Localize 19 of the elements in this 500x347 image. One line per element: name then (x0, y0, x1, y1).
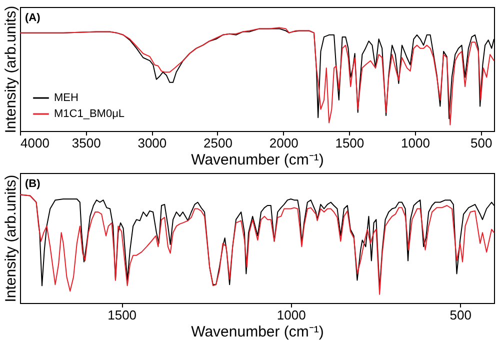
x-axis-title: Wavenumber (cm⁻¹) (191, 324, 324, 340)
x-axis-title: Wavenumber (cm⁻¹) (191, 152, 324, 168)
legend-label: M1C1_BM0μL (54, 108, 125, 120)
x-tick-label: 1000 (401, 136, 430, 150)
x-tick-label: 3000 (138, 136, 167, 150)
y-axis-title: Intensity (arb.units) (2, 174, 20, 302)
x-tick-label: 2500 (204, 136, 232, 150)
x-tick-label: 3500 (72, 136, 101, 150)
text: (B) (25, 178, 41, 190)
x-tick-label: 1500 (335, 136, 364, 150)
x-tick-label: 1500 (108, 308, 137, 322)
x-tick-label: 4000 (20, 136, 50, 150)
x-tick-label: 500 (450, 308, 472, 322)
x-tick-label: 500 (470, 136, 492, 150)
x-tick-label: 2000 (269, 136, 298, 150)
x-tick-label: 1000 (276, 308, 306, 322)
legend-label: MEH (54, 92, 78, 104)
y-axis-title: Intensity (arb.units) (2, 6, 20, 134)
text: (A) (25, 12, 41, 24)
